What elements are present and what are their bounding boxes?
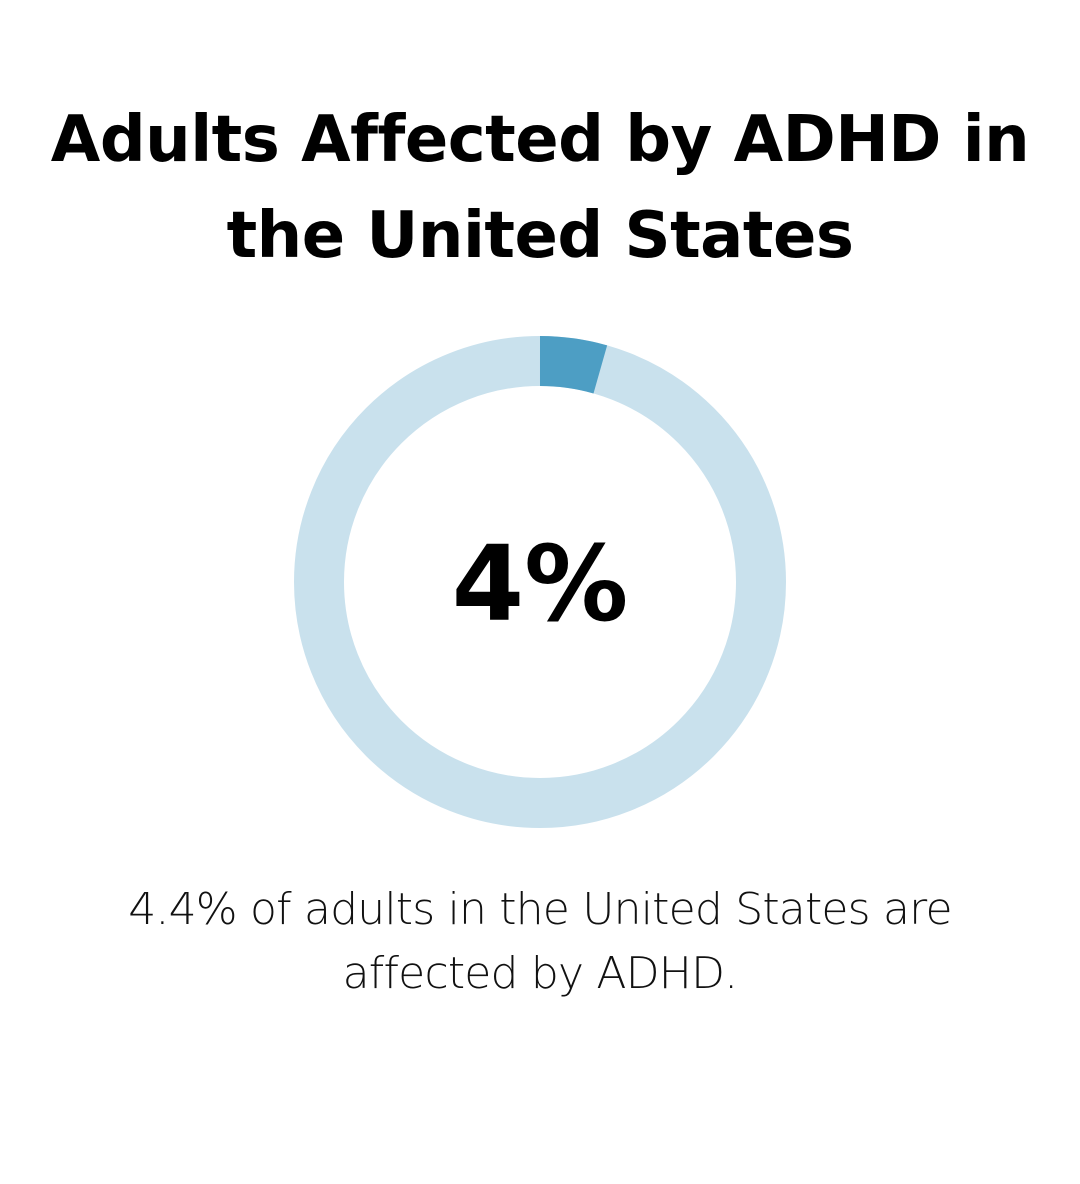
chart-caption: 4.4% of adults in the United States are … — [128, 884, 952, 999]
donut-value-slice — [539, 336, 608, 394]
donut-chart: 4% — [292, 334, 788, 830]
donut-svg: 4% — [294, 336, 786, 828]
center-value-label: 4% — [452, 523, 629, 645]
chart-title: Adults Affected by ADHD in the United St… — [50, 103, 1030, 273]
